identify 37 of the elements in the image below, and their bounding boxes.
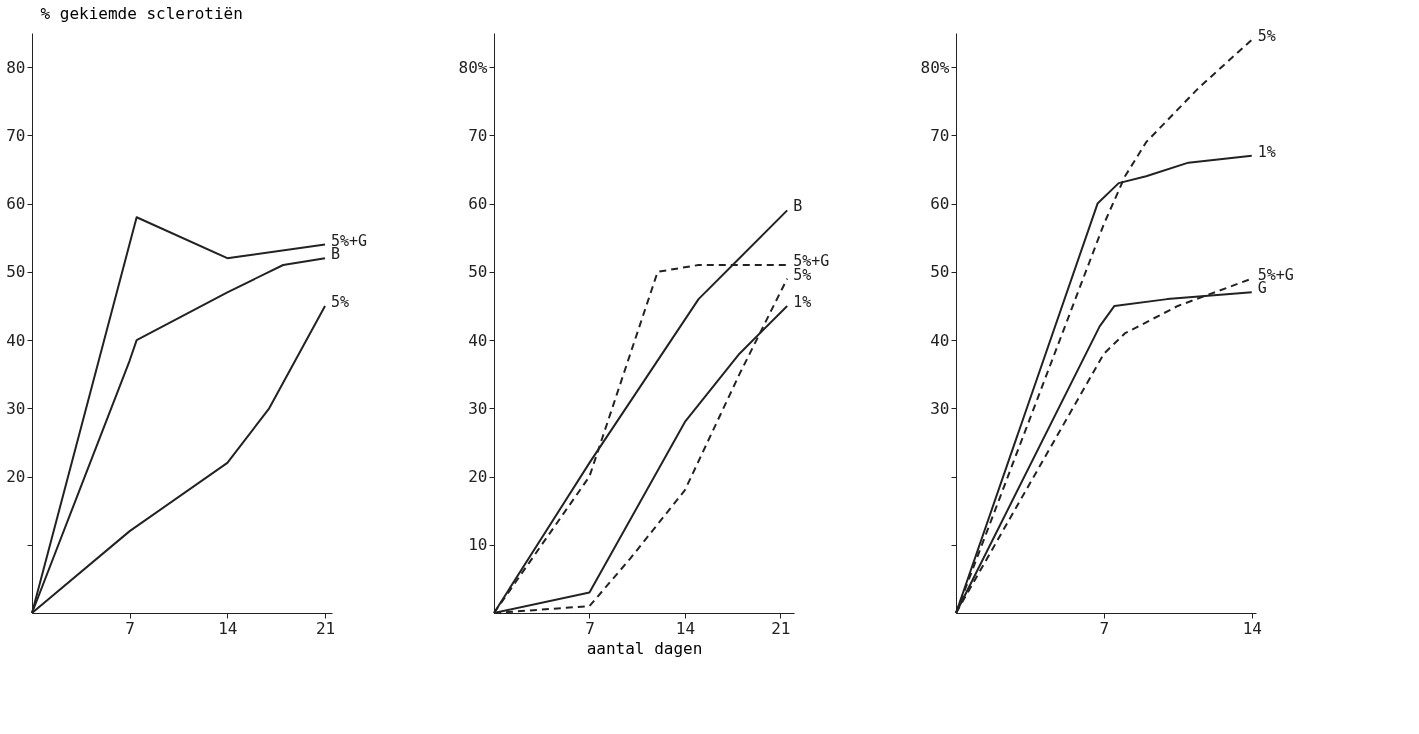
y-tick-label: 60 (930, 194, 950, 214)
x-tick-label: 14 (1242, 618, 1262, 638)
y-tick-label: 40 (930, 330, 950, 350)
y-tick-label: 60 (468, 194, 488, 214)
y-tick-label: 50 (930, 262, 950, 282)
series-label: B (793, 197, 803, 216)
y-tick-label: 20 (6, 467, 26, 487)
y-tick-label: 70 (468, 125, 488, 145)
y-tick-label: 70 (6, 125, 26, 145)
y-tick-label: 80% (458, 57, 488, 77)
series-label: 1% (1257, 142, 1276, 161)
x-tick-label: 14 (218, 618, 238, 638)
y-tick-label: 80 (6, 57, 26, 77)
y-tick-label: 20 (468, 467, 488, 487)
y-tick-label: 30 (6, 398, 26, 418)
series-label: 5% (793, 265, 812, 284)
y-tick-label: 30 (930, 398, 950, 418)
x-tick-label: 7 (125, 618, 135, 638)
x-tick-label: 14 (675, 618, 696, 638)
y-axis-title: % gekiemde sclerotiën (40, 3, 243, 23)
series-label: 5% (331, 292, 350, 311)
series-label: 5% (1257, 26, 1276, 45)
y-tick-label: 70 (930, 125, 950, 145)
y-tick-label: 50 (468, 262, 488, 282)
y-tick-label: 10 (468, 535, 488, 555)
x-tick-label: 7 (1099, 618, 1110, 638)
x-tick-label: 21 (315, 618, 336, 638)
series-label: 1% (793, 292, 812, 311)
x-tick-label: 21 (771, 618, 791, 638)
x-tick-label: 7 (585, 618, 595, 638)
y-tick-label: 40 (6, 330, 26, 350)
x-axis-title: aantal dagen (586, 638, 703, 658)
y-tick-label: 30 (468, 398, 488, 418)
y-tick-label: 40 (468, 330, 488, 350)
y-tick-label: 60 (6, 194, 26, 214)
y-tick-label: 80% (920, 57, 950, 77)
y-tick-label: 50 (6, 262, 26, 282)
